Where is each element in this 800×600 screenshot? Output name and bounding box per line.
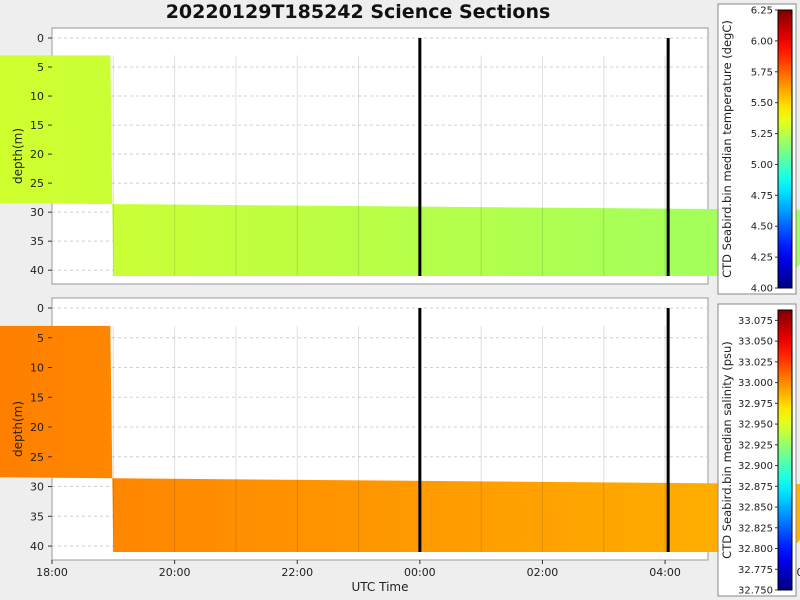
- colorbar-tick-label: 32.775: [738, 565, 773, 576]
- y-tick-label: 30: [30, 206, 44, 219]
- y-tick-label: 35: [30, 235, 44, 248]
- colorbar-tick-label: 5.25: [751, 129, 773, 140]
- colorbar-tick-label: 32.850: [738, 503, 773, 514]
- y-tick-label: 30: [30, 481, 44, 494]
- y-tick-label: 15: [30, 119, 44, 132]
- colorbar-label: CTD Seabird.bin median salinity (psu): [720, 341, 734, 559]
- colorbar-tick-label: 4.75: [751, 191, 773, 202]
- y-axis-label: depth(m): [11, 401, 25, 457]
- y-tick-label: 25: [30, 451, 44, 464]
- y-tick-label: 40: [30, 540, 44, 553]
- chart-title: 20220129T185242 Science Sections: [165, 1, 551, 23]
- colorbar-tick-label: 32.900: [738, 461, 773, 472]
- colorbar-tick-label: 32.750: [738, 586, 773, 597]
- y-tick-label: 15: [30, 391, 44, 404]
- colorbar-tick-label: 33.025: [738, 357, 773, 368]
- colorbar-tick-label: 32.800: [738, 544, 773, 555]
- panel-1: 0 5 10 15 20 25 30 35 40 depth(m) 4.00 4.25 4.50 4.75…: [0, 3, 800, 295]
- colorbar: [777, 9, 793, 289]
- colorbar-tick-label: 33.000: [738, 378, 773, 389]
- y-tick-label: 40: [30, 264, 44, 277]
- x-tick-label: 20:00: [159, 566, 191, 579]
- colorbar-tick-label: 5.00: [751, 160, 773, 171]
- colorbar-tick-label: 4.50: [751, 222, 773, 233]
- colorbar-tick-label: 6.25: [751, 6, 773, 17]
- y-tick-label: 0: [37, 32, 44, 45]
- y-tick-label: 20: [30, 148, 44, 161]
- colorbar-tick-label: 4.25: [751, 253, 773, 264]
- y-tick-label: 5: [37, 61, 44, 74]
- colorbar-tick-label: 5.50: [751, 98, 773, 109]
- colorbar-tick-label: 32.825: [738, 523, 773, 534]
- colorbar-tick-label: 33.075: [738, 316, 773, 327]
- colorbar-tick-label: 33.050: [738, 337, 773, 348]
- x-axis-label: UTC Time: [352, 580, 409, 594]
- colorbar-tick-label: 6.00: [751, 36, 773, 47]
- colorbar-tick-label: 32.975: [738, 399, 773, 410]
- y-axis-label: depth(m): [11, 128, 25, 184]
- y-tick-label: 25: [30, 177, 44, 190]
- x-tick-label: 18:00: [36, 566, 68, 579]
- x-tick-label: 04:00: [649, 566, 681, 579]
- colorbar-tick-label: 4.00: [751, 284, 773, 295]
- section-data: [0, 55, 800, 276]
- colorbar-tick-label: 32.950: [738, 420, 773, 431]
- colorbar-label: CTD Seabird.bin median temperature (degC…: [720, 20, 734, 278]
- y-tick-label: 10: [30, 362, 44, 375]
- x-tick-label: 00:00: [404, 566, 436, 579]
- colorbar-tick-label: 5.75: [751, 67, 773, 78]
- x-tick-label: 02:00: [527, 566, 559, 579]
- section-data: [0, 325, 800, 552]
- y-tick-label: 35: [30, 510, 44, 523]
- colorbar: [777, 309, 793, 591]
- y-tick-label: 20: [30, 421, 44, 434]
- y-tick-label: 5: [37, 332, 44, 345]
- y-tick-label: 0: [37, 302, 44, 315]
- panel-2: 0 5 10 15 20 25 30 35 40 depth(m) 18:00 20:00 22:00 0…: [0, 297, 800, 597]
- colorbar-tick-label: 32.925: [738, 440, 773, 451]
- x-tick-label: 22:00: [281, 566, 313, 579]
- colorbar-tick-label: 32.875: [738, 482, 773, 493]
- y-tick-label: 10: [30, 90, 44, 103]
